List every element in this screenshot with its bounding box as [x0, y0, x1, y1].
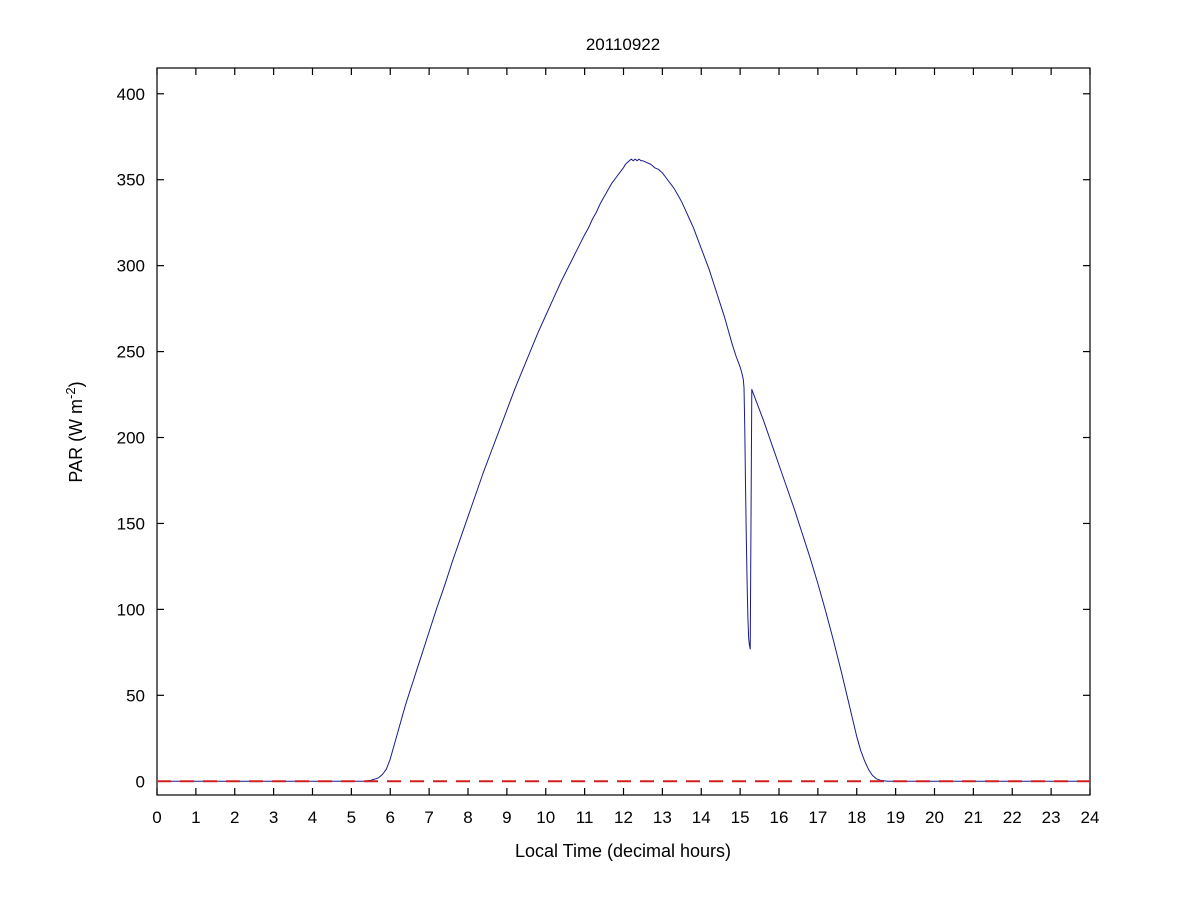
x-tick-label: 21	[964, 808, 983, 827]
x-tick-label: 9	[502, 808, 511, 827]
x-tick-label: 19	[886, 808, 905, 827]
y-axis-ticks	[157, 93, 1090, 782]
y-tick-label: 150	[117, 514, 145, 533]
data-series-group	[157, 158, 1090, 783]
x-tick-label: 24	[1081, 808, 1100, 827]
x-tick-label: 16	[770, 808, 789, 827]
x-tick-label: 18	[847, 808, 866, 827]
y-tick-label: 250	[117, 343, 145, 362]
y-tick-label: 350	[117, 171, 145, 190]
x-tick-label: 1	[191, 808, 200, 827]
x-tick-label: 6	[386, 808, 395, 827]
x-tick-label: 15	[731, 808, 750, 827]
y-tick-label: 400	[117, 85, 145, 104]
x-tick-label: 14	[692, 808, 711, 827]
x-tick-label: 13	[653, 808, 672, 827]
x-tick-label: 5	[347, 808, 356, 827]
x-tick-label: 20	[925, 808, 944, 827]
y-axis-tick-labels: 0 50 100 150 200 250 300 350 400	[117, 85, 145, 791]
x-tick-label: 8	[463, 808, 472, 827]
x-tick-label: 3	[269, 808, 278, 827]
x-tick-label: 23	[1042, 808, 1061, 827]
y-tick-label: 200	[117, 429, 145, 448]
x-tick-label: 12	[614, 808, 633, 827]
x-tick-label: 17	[808, 808, 827, 827]
chart-title: 20110922	[586, 35, 660, 54]
y-tick-label: 50	[126, 686, 145, 705]
plot-frame	[156, 67, 1091, 796]
y-tick-label: 100	[117, 600, 145, 619]
x-tick-label: 22	[1003, 808, 1022, 827]
y-tick-label: 300	[117, 257, 145, 276]
x-tick-label: 7	[424, 808, 433, 827]
x-axis-ticks	[156, 68, 1091, 795]
y-tick-label: 0	[136, 772, 145, 791]
x-tick-label: 2	[230, 808, 239, 827]
y-axis-label-group: PAR (W m-2)	[63, 381, 86, 482]
x-tick-label: 10	[536, 808, 555, 827]
x-axis-tick-labels: 0 1 2 3 4 5 6 7 8 9 10 11 12 13 14 15 16 17 18 19 20 21 22 23 24	[152, 808, 1099, 827]
series-PAR	[157, 158, 1090, 782]
x-tick-label: 4	[308, 808, 317, 827]
x-tick-label: 0	[152, 808, 161, 827]
x-tick-label: 11	[576, 808, 594, 827]
x-axis-label: Local Time (decimal hours)	[515, 841, 731, 861]
y-axis-label: PAR (W m-2)	[63, 381, 86, 482]
